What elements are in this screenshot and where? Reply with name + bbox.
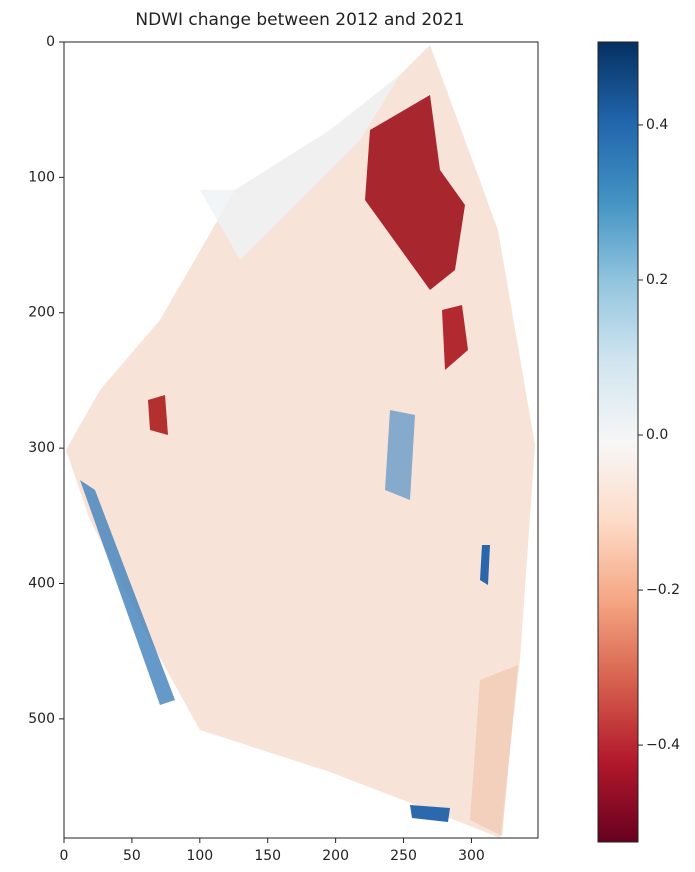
- raster-patch: [470, 665, 518, 836]
- raster-patch: [410, 805, 450, 822]
- axes-frame: [63, 41, 539, 839]
- x-tick-label: 100: [186, 848, 213, 864]
- colorbar-tick-label: 0.0: [646, 427, 668, 443]
- x-tick-label: 150: [254, 848, 281, 864]
- y-tick-label: 500: [28, 711, 55, 727]
- y-tick-label: 0: [46, 34, 55, 50]
- y-tick-label: 100: [28, 169, 55, 185]
- chart-title: NDWI change between 2012 and 2021: [135, 10, 464, 30]
- raster: [66, 45, 535, 838]
- raster-patch: [200, 75, 400, 260]
- raster-patch: [385, 410, 415, 500]
- x-tick-label: 0: [60, 848, 69, 864]
- raster-patch: [442, 305, 468, 370]
- x-tick-label: 50: [123, 848, 141, 864]
- y-tick-label: 200: [28, 305, 55, 321]
- x-tick-label: 250: [390, 848, 417, 864]
- y-tick-label: 400: [28, 575, 55, 591]
- x-tick-label: 200: [322, 848, 349, 864]
- raster-patch: [480, 545, 490, 585]
- raster-patch: [80, 480, 175, 705]
- x-tick-label: 300: [458, 848, 485, 864]
- colorbar-tick-label: 0.2: [646, 272, 668, 288]
- colorbar-tick-label: −0.4: [646, 737, 680, 753]
- colorbar-tick-label: 0.4: [646, 117, 668, 133]
- colorbar: [597, 41, 639, 843]
- colorbar-tick-label: −0.2: [646, 582, 680, 598]
- raster-patch: [148, 395, 168, 435]
- y-tick-label: 300: [28, 440, 55, 456]
- raster-patch: [365, 95, 465, 290]
